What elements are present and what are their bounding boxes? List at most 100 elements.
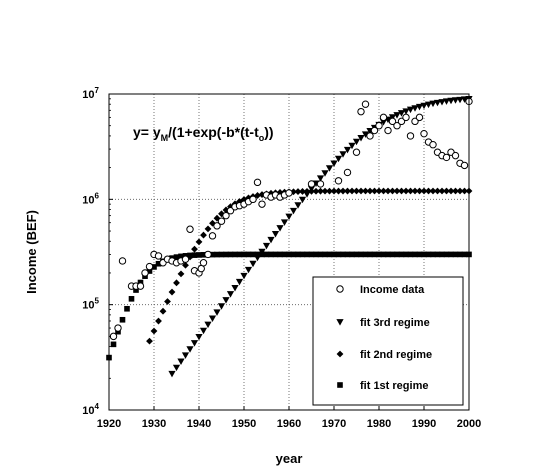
data-point bbox=[421, 251, 427, 258]
x-tick-label: 1940 bbox=[187, 418, 211, 430]
data-point bbox=[223, 251, 229, 258]
data-point bbox=[430, 251, 436, 258]
data-point bbox=[447, 187, 455, 195]
data-point bbox=[325, 165, 334, 172]
data-point bbox=[190, 340, 199, 347]
data-point bbox=[281, 251, 288, 258]
legend-label: Income data bbox=[360, 284, 425, 296]
data-point bbox=[343, 168, 352, 177]
data-point bbox=[249, 195, 257, 204]
data-point bbox=[416, 187, 423, 195]
data-point bbox=[151, 264, 157, 270]
data-point bbox=[415, 103, 424, 111]
data-point bbox=[334, 155, 343, 163]
data-point bbox=[402, 113, 410, 122]
data-point bbox=[316, 180, 325, 188]
data-point bbox=[222, 211, 230, 220]
data-point bbox=[199, 259, 208, 267]
data-point bbox=[178, 253, 184, 260]
data-point bbox=[411, 105, 419, 112]
data-point bbox=[290, 188, 297, 196]
data-point bbox=[370, 126, 379, 135]
data-point bbox=[109, 332, 118, 341]
data-point bbox=[226, 291, 235, 298]
data-point bbox=[348, 142, 356, 150]
data-point bbox=[231, 284, 239, 292]
data-point bbox=[388, 114, 397, 121]
data-point bbox=[439, 251, 445, 258]
data-point bbox=[460, 96, 469, 103]
data-point bbox=[240, 272, 248, 280]
data-point bbox=[344, 251, 351, 258]
data-point bbox=[457, 251, 463, 258]
data-point bbox=[286, 251, 292, 258]
data-point bbox=[343, 146, 352, 154]
data-point bbox=[253, 178, 262, 187]
data-point bbox=[226, 206, 235, 215]
x-tick-label: 1980 bbox=[367, 418, 391, 430]
data-point bbox=[434, 251, 441, 258]
data-point bbox=[348, 187, 356, 195]
data-point bbox=[217, 303, 226, 310]
data-point bbox=[155, 260, 162, 267]
data-point bbox=[241, 251, 247, 258]
data-point bbox=[349, 251, 355, 258]
data-point bbox=[298, 196, 307, 204]
data-point bbox=[424, 101, 433, 109]
formula-main: y= y bbox=[133, 124, 161, 140]
data-point bbox=[451, 97, 460, 104]
x-axis-title: year bbox=[276, 451, 303, 466]
data-point bbox=[366, 187, 374, 195]
y-tick-label: 107 bbox=[82, 86, 99, 101]
y-axis-title: Income (BEF) bbox=[24, 210, 39, 294]
data-point bbox=[452, 251, 459, 258]
legend-item: fit 1st regime bbox=[337, 380, 428, 392]
data-point bbox=[182, 261, 189, 269]
data-point bbox=[249, 260, 257, 268]
data-point bbox=[124, 305, 130, 312]
y-tick-label: 105 bbox=[82, 297, 99, 312]
data-point bbox=[186, 346, 194, 353]
data-point bbox=[285, 213, 293, 221]
data-point bbox=[307, 185, 316, 193]
data-point bbox=[357, 107, 365, 116]
data-point bbox=[110, 341, 117, 348]
data-point bbox=[398, 187, 405, 195]
data-point bbox=[191, 245, 198, 253]
formula-annotation: y= yM/(1+exp(-b*(t-to)) bbox=[133, 124, 274, 143]
data-point bbox=[361, 100, 370, 108]
x-tick-label: 1990 bbox=[412, 418, 436, 430]
data-point bbox=[209, 219, 216, 227]
data-point bbox=[294, 188, 302, 195]
data-point bbox=[304, 251, 310, 258]
data-point bbox=[371, 187, 378, 195]
data-point bbox=[114, 324, 122, 332]
axis-ticks: 1920 1930 1940 1950 1960 1970 1980 1990 2000 104 1… bbox=[82, 86, 481, 430]
data-point bbox=[339, 187, 347, 195]
data-point bbox=[204, 321, 212, 329]
data-point bbox=[213, 222, 221, 230]
data-point bbox=[308, 251, 315, 258]
data-point bbox=[334, 177, 343, 185]
data-point bbox=[330, 160, 338, 167]
data-point bbox=[442, 98, 451, 105]
data-point bbox=[443, 187, 450, 195]
data-point bbox=[331, 251, 337, 258]
data-point bbox=[361, 131, 370, 138]
data-point bbox=[357, 135, 365, 142]
data-point bbox=[195, 238, 203, 246]
data-point bbox=[362, 187, 369, 195]
formula-end: )) bbox=[264, 124, 273, 140]
data-point bbox=[352, 138, 361, 146]
data-point bbox=[335, 187, 342, 195]
data-point bbox=[339, 151, 347, 158]
data-point bbox=[376, 251, 382, 258]
data-point bbox=[177, 358, 185, 366]
data-point bbox=[456, 187, 464, 195]
data-point bbox=[397, 110, 406, 117]
data-point bbox=[258, 191, 266, 198]
x-tick-label: 2000 bbox=[457, 418, 481, 430]
data-point bbox=[289, 207, 298, 215]
data-point bbox=[204, 250, 212, 259]
data-point bbox=[195, 333, 203, 341]
